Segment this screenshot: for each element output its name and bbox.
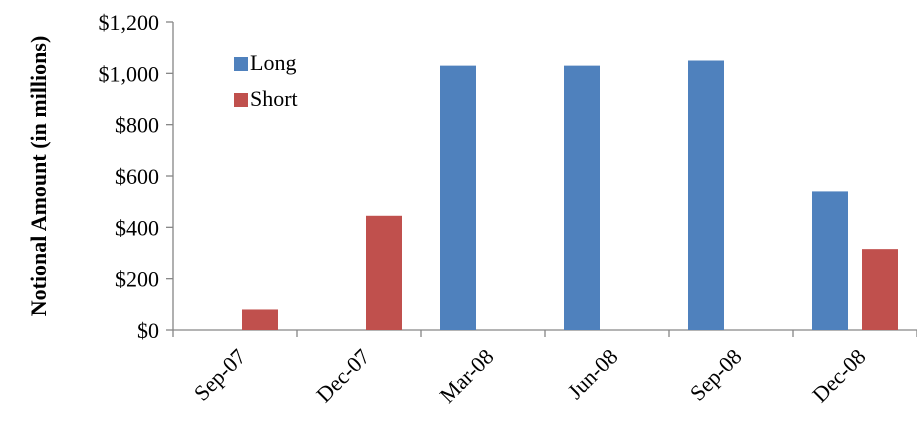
legend-label-short: Short <box>250 86 298 111</box>
bar-long <box>812 191 848 330</box>
bar-short <box>862 249 898 330</box>
legend: Long Short <box>234 50 298 111</box>
bar-long <box>688 60 724 330</box>
y-tick-label: $200 <box>115 267 159 292</box>
bar-short <box>366 215 402 330</box>
y-axis-title: Notional Amount (in millions) <box>26 36 51 317</box>
y-axis-ticks: $0 $200 $400 $600 $800 $1,000 $1,200 <box>99 10 173 343</box>
y-tick-label: $0 <box>137 318 159 343</box>
y-tick-label: $1,000 <box>99 61 160 86</box>
y-tick-label: $1,200 <box>99 10 160 35</box>
x-axis-ticks: Sep-07 Dec-07 Mar-08 Jun-08 Sep-08 Dec-08 <box>172 330 917 408</box>
legend-swatch-short <box>234 93 248 107</box>
bars <box>242 60 898 330</box>
y-tick-label: $800 <box>115 113 159 138</box>
bar-long <box>564 65 600 330</box>
legend-label-long: Long <box>250 50 296 75</box>
x-tick-label: Sep-07 <box>189 344 251 406</box>
x-tick-label: Jun-08 <box>563 344 623 404</box>
bar-long <box>440 65 476 330</box>
x-tick-label: Mar-08 <box>435 344 499 408</box>
y-tick-label: $400 <box>115 215 159 240</box>
legend-swatch-long <box>234 57 248 71</box>
x-tick-label: Sep-08 <box>685 344 747 406</box>
x-tick-label: Dec-07 <box>311 344 374 407</box>
y-tick-label: $600 <box>115 164 159 189</box>
bar-short <box>242 309 278 330</box>
x-tick-label: Dec-08 <box>807 344 870 407</box>
